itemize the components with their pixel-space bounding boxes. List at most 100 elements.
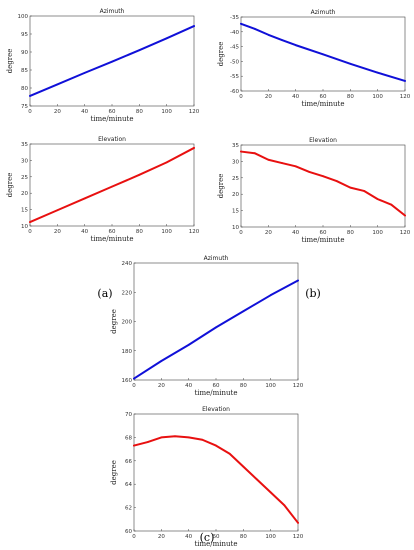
- chart-4-xtick-label: 40: [292, 230, 299, 236]
- chart-1-ytick-label: 90: [21, 50, 28, 56]
- chart-1-data-point: [56, 83, 59, 86]
- chart-3-title: Azimuth: [311, 9, 336, 16]
- chart-4-data-point: [267, 158, 270, 161]
- chart-6-ytick-label: 62: [125, 506, 132, 512]
- chart-6-ylabel: degree: [110, 460, 118, 485]
- chart-3-data-point: [240, 22, 242, 25]
- chart-3-data-point: [253, 27, 256, 30]
- chart-3-series-line: [240, 22, 406, 82]
- chart-4-data-point: [308, 170, 311, 173]
- chart-1-xtick-label: 20: [54, 109, 61, 115]
- chart-4-ytick-label: 35: [232, 143, 239, 149]
- chart-2-xtick-label: 100: [161, 229, 172, 235]
- chart-4-data-point: [322, 175, 324, 178]
- chart-4-xlabel: time/minute: [301, 236, 344, 244]
- chart-2-data-point: [165, 161, 168, 164]
- chart-4-series-line: [240, 150, 406, 217]
- chart-3-ylabel: degree: [217, 42, 225, 67]
- chart-2-data-point: [111, 185, 113, 188]
- chart-5-xtick-label: 0: [132, 383, 136, 389]
- chart-3-ytick-label: -40: [230, 30, 239, 36]
- chart-4-data-point: [253, 152, 256, 155]
- chart-4-xtick-label: 120: [400, 230, 411, 236]
- chart-6-data-point: [269, 491, 272, 494]
- chart-6-xlabel: time/minute: [194, 540, 237, 548]
- chart-5-xtick-label: 60: [213, 383, 220, 389]
- chart-6-ytick-label: 66: [125, 459, 132, 465]
- chart-5-xtick-label: 120: [293, 383, 304, 389]
- chart-6-xtick-label: 40: [185, 534, 192, 540]
- chart-5-data-point: [215, 326, 217, 329]
- chart-1-xlabel: time/minute: [90, 115, 133, 123]
- chart-3-ytick-label: -45: [230, 45, 239, 51]
- chart-1-data-point: [29, 95, 31, 97]
- chart-6-data-point: [256, 478, 258, 481]
- chart-2-ytick-label: 10: [21, 224, 28, 230]
- chart-1-xtick-label: 120: [189, 109, 200, 115]
- chart-6-data-point: [174, 435, 176, 438]
- chart-3-ytick-label: -60: [230, 89, 239, 95]
- chart-2-xtick-label: 0: [28, 229, 32, 235]
- chart-6-ytick-label: 64: [125, 482, 132, 488]
- chart-4-plot-frame: [240, 144, 406, 228]
- chart-1-data-point: [83, 71, 86, 74]
- chart-5-ytick-label: 160: [122, 378, 133, 384]
- chart-6-data-point: [160, 436, 163, 439]
- chart-1-ytick-label: 95: [21, 32, 28, 38]
- chart-1-ytick-label: 75: [21, 104, 28, 110]
- chart-6-data-point: [146, 441, 149, 443]
- chart-1-xtick-label: 60: [109, 109, 116, 115]
- chart-6-series-line: [133, 435, 299, 524]
- chart-2-xtick-label: 80: [136, 229, 143, 235]
- chart-4-data-point: [294, 165, 297, 168]
- chart-3-xtick-label: 120: [400, 94, 411, 100]
- chart-2-xtick-label: 60: [109, 229, 116, 235]
- chart-4-title: Elevation: [309, 137, 337, 144]
- chart-4-data-point: [281, 162, 283, 164]
- chart-2-plot-frame: [29, 143, 195, 227]
- chart-6-data-point: [201, 438, 204, 441]
- chart-1-xtick-label: 80: [136, 109, 143, 115]
- chart-2-xtick-label: 40: [81, 229, 88, 235]
- chart-3-data-point: [294, 44, 297, 47]
- chart-5-ytick-label: 200: [122, 320, 133, 326]
- chart-2-ytick-label: 15: [21, 208, 28, 214]
- chart-1-ytick-label: 85: [21, 68, 28, 74]
- chart-6-data-point: [187, 436, 190, 439]
- chart-1-data-point: [138, 49, 141, 52]
- chart-5-data-point: [269, 294, 272, 297]
- chart-2-ytick-label: 25: [21, 175, 28, 181]
- chart-2-data-point: [193, 147, 195, 149]
- chart-3-data-point: [322, 53, 324, 56]
- chart-6-ytick-label: 70: [125, 412, 132, 418]
- chart-6-xtick-label: 80: [240, 534, 247, 540]
- chart-5-xtick-label: 40: [185, 383, 192, 389]
- chart-4-ytick-label: 30: [232, 159, 239, 165]
- chart-2-data-point: [83, 197, 86, 200]
- chart-5-ytick-label: 220: [122, 290, 133, 296]
- chart-2-title: Elevation: [98, 136, 126, 143]
- chart-5-ytick-label: 240: [122, 261, 133, 267]
- chart-6-xtick-label: 120: [293, 534, 304, 540]
- chart-1-data-point: [193, 25, 195, 27]
- chart-6-data-point: [228, 452, 231, 455]
- chart-4-ytick-label: 15: [232, 209, 239, 215]
- chart-2-series-line: [29, 146, 195, 224]
- chart-6-data-point: [297, 521, 299, 524]
- chart-5-xlabel: time/minute: [194, 389, 237, 397]
- chart-6-ytick-label: 60: [125, 529, 132, 535]
- chart-4-xtick-label: 80: [347, 230, 354, 236]
- chart-3-xtick-label: 0: [239, 94, 243, 100]
- chart-3-data-point: [281, 39, 283, 41]
- chart-3-xtick-label: 60: [320, 94, 327, 100]
- chart-4-data-point: [335, 180, 338, 182]
- chart-4-data-point: [349, 186, 352, 189]
- chart-2-data-point: [29, 221, 31, 223]
- chart-4-xtick-label: 100: [372, 230, 383, 236]
- chart-6-xtick-label: 60: [213, 534, 220, 540]
- chart-3-data-point: [376, 71, 379, 74]
- chart-4-ytick-label: 25: [232, 176, 239, 182]
- chart-6-data-point: [133, 444, 135, 447]
- chart-5-data-point: [242, 310, 245, 313]
- chart-6-data-point: [242, 465, 245, 468]
